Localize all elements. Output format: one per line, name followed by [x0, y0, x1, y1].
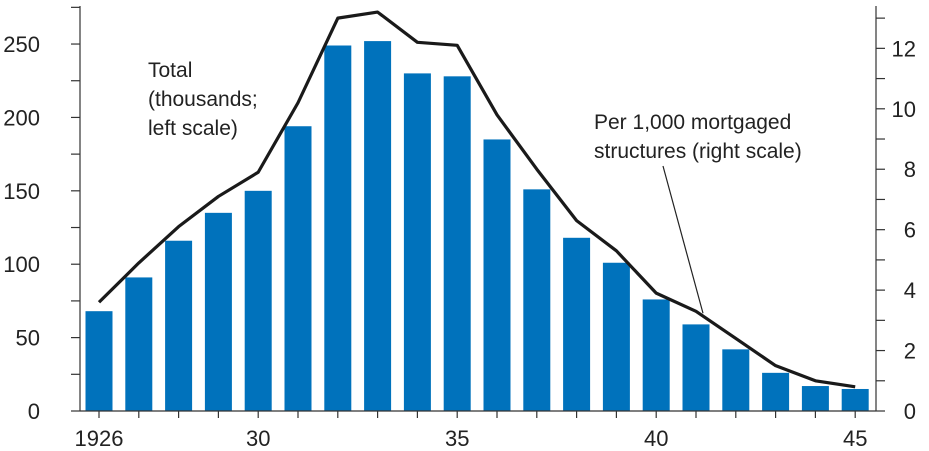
left-tick-label: 100: [3, 252, 40, 277]
annotation-leader-line: [662, 165, 704, 314]
bar: [403, 73, 431, 412]
bar: [443, 76, 471, 411]
bar: [244, 190, 272, 411]
right-tick-label: 4: [904, 278, 916, 303]
line-path: [97, 10, 856, 389]
bar: [602, 262, 630, 411]
right-tick-label: 2: [904, 339, 916, 364]
left-tick-label: 0: [28, 399, 40, 424]
per-1000-line-series: [97, 10, 856, 389]
right-tick-label: 6: [904, 218, 916, 243]
leader-line: [662, 165, 704, 314]
right-tick-label: 10: [892, 97, 916, 122]
bar: [762, 372, 790, 411]
x-axis: 1926 30 35 40 45: [75, 410, 876, 451]
right-y-axis: 0 2 4 6 8 10 12: [875, 6, 916, 424]
bar: [841, 388, 869, 411]
x-tick-label: 40: [644, 426, 668, 451]
x-tick-label: 1926: [75, 426, 124, 451]
bar: [523, 189, 551, 411]
bar: [682, 324, 710, 411]
bar: [722, 349, 750, 411]
bar: [85, 311, 113, 411]
bar: [364, 41, 392, 411]
annotation-total-line-3: left scale): [148, 117, 238, 140]
left-tick-label: 250: [3, 32, 40, 57]
bar: [801, 386, 829, 411]
left-y-axis: 0 50 100 150 200 250: [3, 6, 81, 424]
annotation-total-line-1: Total: [148, 59, 192, 82]
left-tick-label: 150: [3, 179, 40, 204]
bar: [284, 126, 312, 411]
x-tick-label: 45: [843, 426, 867, 451]
bar: [165, 240, 193, 411]
bar: [324, 45, 352, 411]
right-tick-label: 0: [904, 399, 916, 424]
annotation-total-line-2: (thousands;: [148, 88, 258, 111]
total-bars-series: [85, 41, 869, 412]
left-tick-label: 50: [16, 326, 40, 351]
annotation-per1000-line-2: structures (right scale): [594, 140, 802, 163]
bar: [642, 299, 670, 411]
bar: [125, 277, 153, 411]
x-tick-label: 30: [246, 426, 270, 451]
x-tick-label: 35: [445, 426, 469, 451]
left-tick-label: 200: [3, 105, 40, 130]
right-tick-label: 8: [904, 157, 916, 182]
right-tick-label: 12: [892, 36, 916, 61]
annotation-per1000-line-1: Per 1,000 mortgaged: [594, 111, 791, 134]
bar: [563, 237, 591, 411]
bar: [483, 139, 511, 412]
bar: [204, 212, 232, 411]
